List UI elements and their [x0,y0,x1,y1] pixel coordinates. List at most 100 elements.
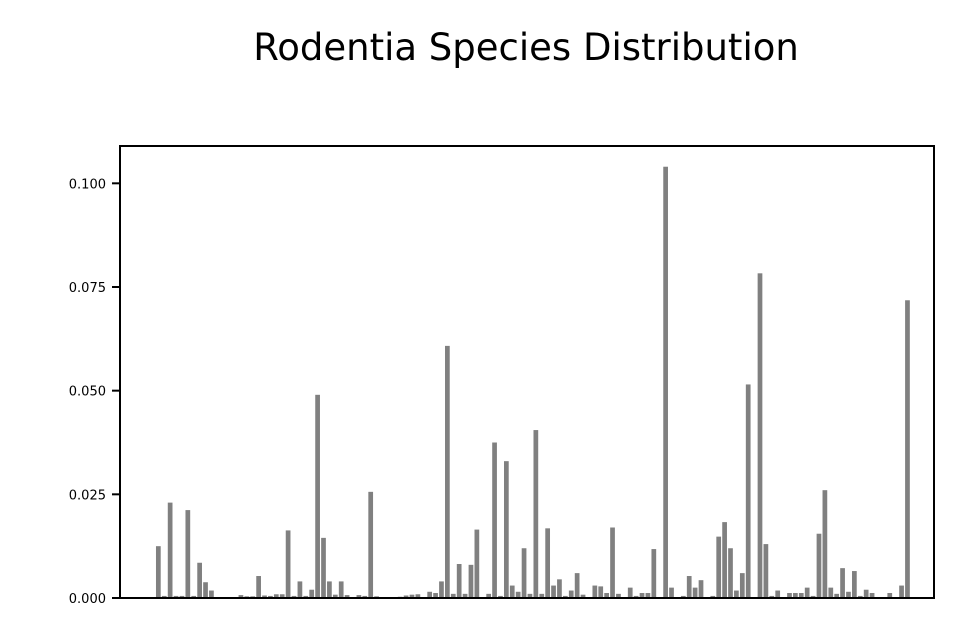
bar [338,581,344,598]
bar [291,595,297,598]
bar [857,595,863,598]
bar [539,593,545,598]
bar [167,502,173,598]
bar [415,594,421,598]
bar [580,594,586,598]
bar [173,595,179,598]
bar [716,536,722,598]
bar [822,490,828,598]
bar [887,593,893,598]
bar [445,345,450,598]
bar [633,595,639,598]
chart-title: Rodentia Species Distribution [253,26,799,69]
bar [616,593,621,598]
bar [433,593,438,598]
bar [798,593,804,598]
bar [899,585,904,598]
bar [262,595,267,598]
bar [273,594,279,598]
bar [409,594,415,598]
bar [840,568,845,598]
bar [521,548,527,598]
bar [368,491,374,598]
bar [504,461,509,598]
bar [698,580,704,598]
bar [627,587,633,598]
y-tick-label: 0.050 [69,385,106,400]
bar [486,593,492,598]
bar [763,544,769,598]
bar [869,593,875,598]
bar [498,595,503,598]
bar [327,581,332,598]
y-tick-label: 0.025 [69,488,106,503]
bar [197,562,202,598]
bar [734,590,739,598]
bar [362,595,368,598]
y-tick-label: 0.100 [69,177,106,192]
bar [828,587,834,598]
bar [285,530,291,598]
bar [810,595,816,598]
bar [834,593,840,598]
y-axis: 0.000 0.025 0.050 0.075 0.100 [69,177,120,607]
bar [344,595,350,598]
bar [604,593,609,598]
bar [203,582,208,598]
bar [332,594,338,598]
bar [574,573,580,598]
bar [639,593,645,598]
bar [846,591,851,598]
bar [427,591,433,598]
bar [185,510,191,598]
bar [468,564,474,598]
bar [492,442,497,598]
bar [403,595,409,598]
bar [268,595,273,598]
bar [256,576,261,598]
plot-frame [119,145,935,599]
bar [686,576,692,598]
y-tick-label: 0.075 [69,281,106,296]
bar [509,585,515,598]
bar [279,594,285,598]
bar [610,527,615,598]
bar [450,593,456,598]
bars-layer [155,166,910,599]
bar [905,300,910,598]
bar [462,593,468,598]
bar [179,595,185,598]
bar [321,537,326,598]
bar [728,548,733,598]
bar [297,581,303,598]
bar [852,571,857,598]
bar [710,595,716,598]
bar [562,595,568,598]
bar [309,589,315,598]
bar [745,384,751,598]
bar [155,546,161,598]
bar [209,590,214,598]
bar [804,587,810,598]
bar [533,430,539,598]
bar [191,595,197,598]
bar [598,586,604,598]
bar [474,529,480,598]
bar [161,595,167,598]
bar [663,166,668,599]
bar [315,394,320,598]
bar [557,579,562,598]
bar [545,528,551,598]
bar [515,591,521,598]
bar [303,595,309,598]
bar [527,593,533,598]
bar [680,595,686,598]
bar [669,587,674,598]
bar [793,593,798,598]
bar [356,595,362,598]
bar [787,593,792,598]
bar [863,589,869,598]
bar [238,595,244,598]
bar [722,522,727,598]
